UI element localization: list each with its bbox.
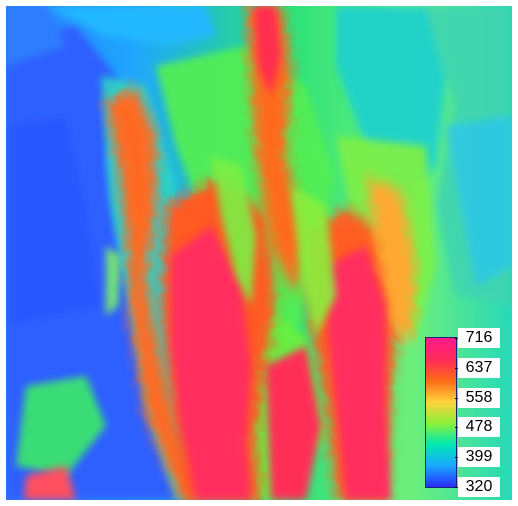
legend-label: 637 (458, 358, 500, 378)
legend-label: 478 (458, 417, 500, 437)
legend-tick (455, 368, 459, 369)
legend-tick (455, 398, 459, 399)
legend-label: 399 (458, 447, 500, 467)
legend-tick (455, 427, 459, 428)
summit-layer (24, 6, 391, 500)
legend-label: 558 (458, 388, 500, 408)
elevation-raster-map (6, 6, 512, 500)
legend-tick (455, 338, 459, 339)
legend-label-min: 320 (458, 477, 500, 497)
lowland-layer (6, 6, 216, 500)
legend-tick (455, 457, 459, 458)
valley-layer (106, 156, 336, 336)
legend-label-max: 716 (458, 328, 500, 348)
legend-color-bar (425, 337, 457, 488)
legend-tick (455, 487, 459, 488)
